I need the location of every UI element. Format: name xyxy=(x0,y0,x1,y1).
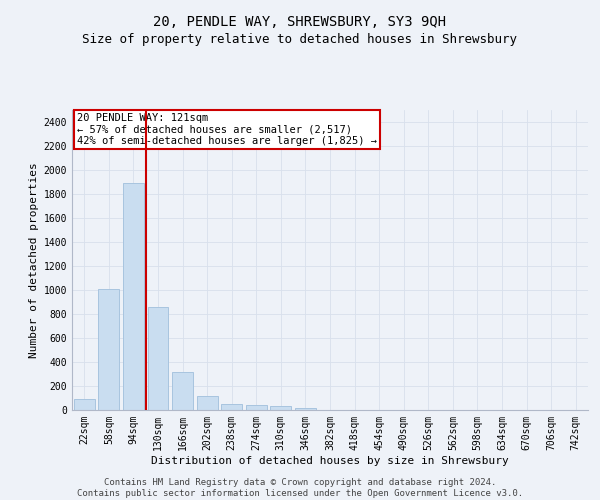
Text: 20, PENDLE WAY, SHREWSBURY, SY3 9QH: 20, PENDLE WAY, SHREWSBURY, SY3 9QH xyxy=(154,15,446,29)
Bar xyxy=(221,404,242,410)
Bar xyxy=(98,289,119,410)
Bar xyxy=(271,406,292,410)
Bar xyxy=(123,183,144,410)
Text: Contains HM Land Registry data © Crown copyright and database right 2024.
Contai: Contains HM Land Registry data © Crown c… xyxy=(77,478,523,498)
Bar xyxy=(295,408,316,410)
Text: Size of property relative to detached houses in Shrewsbury: Size of property relative to detached ho… xyxy=(83,32,517,46)
Bar xyxy=(246,406,267,410)
Bar xyxy=(172,372,193,410)
Bar xyxy=(148,307,169,410)
Bar xyxy=(197,396,218,410)
Text: 20 PENDLE WAY: 121sqm
← 57% of detached houses are smaller (2,517)
42% of semi-d: 20 PENDLE WAY: 121sqm ← 57% of detached … xyxy=(77,113,377,146)
Bar xyxy=(74,399,95,410)
Y-axis label: Number of detached properties: Number of detached properties xyxy=(29,162,40,358)
X-axis label: Distribution of detached houses by size in Shrewsbury: Distribution of detached houses by size … xyxy=(151,456,509,466)
